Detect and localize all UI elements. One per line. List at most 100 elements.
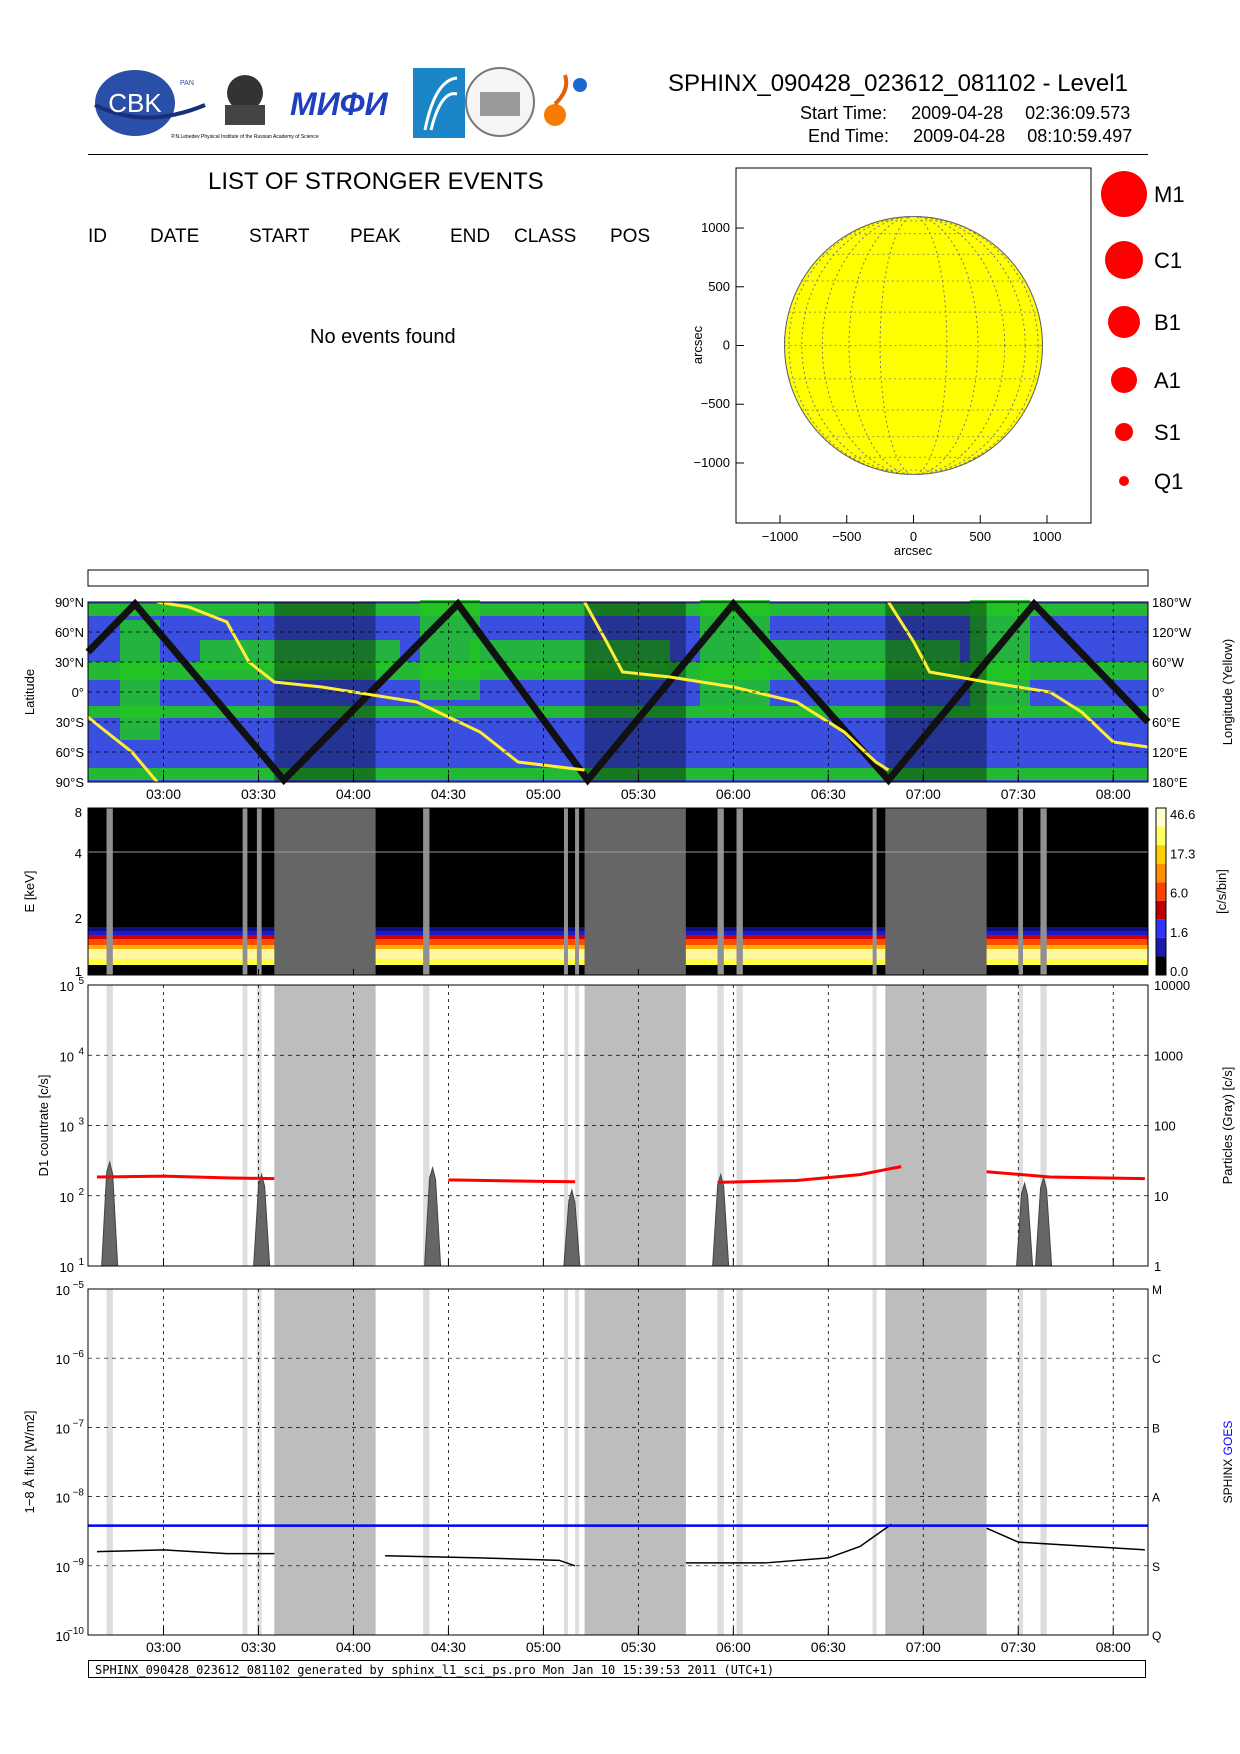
particle-spike xyxy=(424,1165,442,1267)
particle-spike xyxy=(101,1160,119,1267)
colorbar-tick-label: 6.0 xyxy=(1170,886,1188,901)
events-title: LIST OF STRONGER EVENTS xyxy=(208,168,544,195)
flux-particle-flag xyxy=(717,1289,724,1635)
orbit-lat-label: 30°S xyxy=(56,715,85,730)
colorbar-frame xyxy=(1155,807,1167,976)
class-label-c1: C1 xyxy=(1154,248,1182,273)
solar-longitude-line xyxy=(879,216,948,475)
counts-right-tick-label: 1 xyxy=(1154,1259,1161,1274)
events-col-end: END xyxy=(450,226,491,247)
sphinx-flux-line xyxy=(385,1554,576,1567)
flux-data-gap xyxy=(885,1289,987,1635)
flux-particle-flag xyxy=(256,1289,262,1635)
sun-ytick-label: 500 xyxy=(708,279,730,294)
particle-spike xyxy=(253,1172,271,1267)
d1-countrate-line xyxy=(97,1174,275,1181)
cbk-logo-sub: PAN xyxy=(180,80,194,87)
flux-legend: SPHINX GOES xyxy=(1221,1421,1235,1504)
class-label-a1: A1 xyxy=(1154,368,1181,393)
flux-xtick-label: 05:00 xyxy=(526,1639,561,1655)
header-divider xyxy=(88,154,1148,155)
orbit-lon-label: 180°W xyxy=(1152,595,1192,610)
counts-ytick-label: 10 xyxy=(60,979,74,994)
colorbar-tick-label: 46.6 xyxy=(1170,807,1195,822)
orbit-lat-label: 90°N xyxy=(55,595,84,610)
class-marker-q1 xyxy=(1119,476,1129,486)
sun-xtick-label: 0 xyxy=(910,529,917,544)
solar-grid xyxy=(784,216,1043,475)
sun-ytick-label: −500 xyxy=(701,396,730,411)
orbit-xtick-label: 03:30 xyxy=(241,786,276,802)
flux-ylabel-left: 1−8 Å flux [W/m2] xyxy=(22,1411,37,1514)
orbit-lon-label: 60°W xyxy=(1152,655,1185,670)
top-status-bar xyxy=(87,569,1149,587)
flux-ytick-exp: −9 xyxy=(73,1557,85,1568)
flux-ytick-label: 10 xyxy=(56,1491,70,1506)
orbit-xtick-label: 04:30 xyxy=(431,786,466,802)
events-col-pos: POS xyxy=(610,226,651,247)
sun-ytick-label: 0 xyxy=(723,338,730,353)
orbit-xtick-label: 08:00 xyxy=(1096,786,1131,802)
orbit-xtick-label: 07:00 xyxy=(906,786,941,802)
orbit-lat-label: 90°S xyxy=(56,775,85,790)
counts-ylabel-right: Particles (Gray) [c/s] xyxy=(1220,1067,1235,1185)
counts-frame xyxy=(87,984,1149,1267)
orbit-lon-label: 120°E xyxy=(1152,745,1188,760)
orbit-xtick-label: 05:30 xyxy=(621,786,656,802)
flux-particle-flag xyxy=(423,1289,430,1635)
flux-ytick-label: 10 xyxy=(56,1421,70,1436)
orbit-panel: 90°N 180°W 60°N 120°W 30°N 60°W 0° 0° 30°S 60°E 60… xyxy=(22,595,1235,802)
longitude-curve xyxy=(87,715,159,783)
solar-longitude-line xyxy=(821,216,1006,475)
timeseries-figure: 90°N 180°W 60°N 120°W 30°N 60°W 0° 0° 30°S 60°E 60… xyxy=(22,569,1235,1655)
flux-xtick-label: 07:00 xyxy=(906,1639,941,1655)
class-size-legend: M1 C1 B1 A1 S1 Q1 xyxy=(1101,171,1185,494)
orbit-lon-label: 120°W xyxy=(1152,625,1192,640)
counts-right-tick-label: 100 xyxy=(1154,1119,1176,1134)
counts-ytick-label: 10 xyxy=(60,1049,74,1064)
cbk-logo-text: CBK xyxy=(108,88,162,118)
counts-ytick-exp: 4 xyxy=(78,1046,84,1057)
counts-particle-flag xyxy=(242,985,248,1266)
cbk-logo: CBK PAN xyxy=(94,70,206,136)
spectrogram-particle-flag xyxy=(242,808,248,975)
flux-class-label: Q xyxy=(1152,1629,1161,1643)
counts-right-tick-label: 10 xyxy=(1154,1189,1168,1204)
sun-ytick-label: −1000 xyxy=(693,455,730,470)
counts-right-tick-label: 1000 xyxy=(1154,1048,1183,1063)
sun-swirl-logo xyxy=(544,74,587,126)
class-marker-a1 xyxy=(1111,367,1137,393)
end-date: 2009-04-28 xyxy=(913,126,1006,146)
flux-particle-flag xyxy=(872,1289,877,1635)
spectrogram-frame xyxy=(87,807,1149,976)
orbit-ylabel-left: Latitude xyxy=(22,669,37,715)
colorbar-segment xyxy=(1156,919,1166,938)
spectrogram-ytick-label: 2 xyxy=(75,911,82,926)
spectrogram-particle-flag xyxy=(736,808,743,975)
flux-xtick-label: 06:30 xyxy=(811,1639,846,1655)
counts-ytick-label: 10 xyxy=(60,1190,74,1205)
class-marker-m1 xyxy=(1101,171,1147,217)
sun-xtick-label: 1000 xyxy=(1033,529,1062,544)
flux-data-gap xyxy=(274,1289,376,1635)
counts-ytick-exp: 2 xyxy=(78,1187,84,1198)
spectrogram-particle-flag xyxy=(1018,808,1024,975)
counts-right-tick-label: 10000 xyxy=(1154,978,1190,993)
flux-xtick-label: 05:30 xyxy=(621,1639,656,1655)
solar-disk xyxy=(784,216,1043,475)
arrow-logo xyxy=(413,68,465,138)
events-col-date: DATE xyxy=(150,226,200,247)
end-time-label: End Time: xyxy=(808,126,890,146)
sun-map: −1000 −500 0 500 1000 1000 500 0 −500 −1000 arcse… xyxy=(690,167,1092,558)
flux-xtick-label: 07:30 xyxy=(1001,1639,1036,1655)
flux-xtick-label: 03:30 xyxy=(241,1639,276,1655)
sun-map-ticks: −1000 −500 0 500 1000 1000 500 0 −500 −1000 xyxy=(693,220,1061,544)
colorbar-segment xyxy=(1156,937,1166,957)
flux-legend-goes: GOES xyxy=(1221,1421,1235,1456)
longitude-curve xyxy=(156,600,585,772)
mifi-logo-text: MИФИ xyxy=(290,86,389,122)
d1-countrate-line xyxy=(986,1170,1145,1181)
orbit-xtick-label: 06:00 xyxy=(716,786,751,802)
colorbar-segment xyxy=(1156,808,1166,827)
particle-spike xyxy=(1035,1175,1053,1267)
